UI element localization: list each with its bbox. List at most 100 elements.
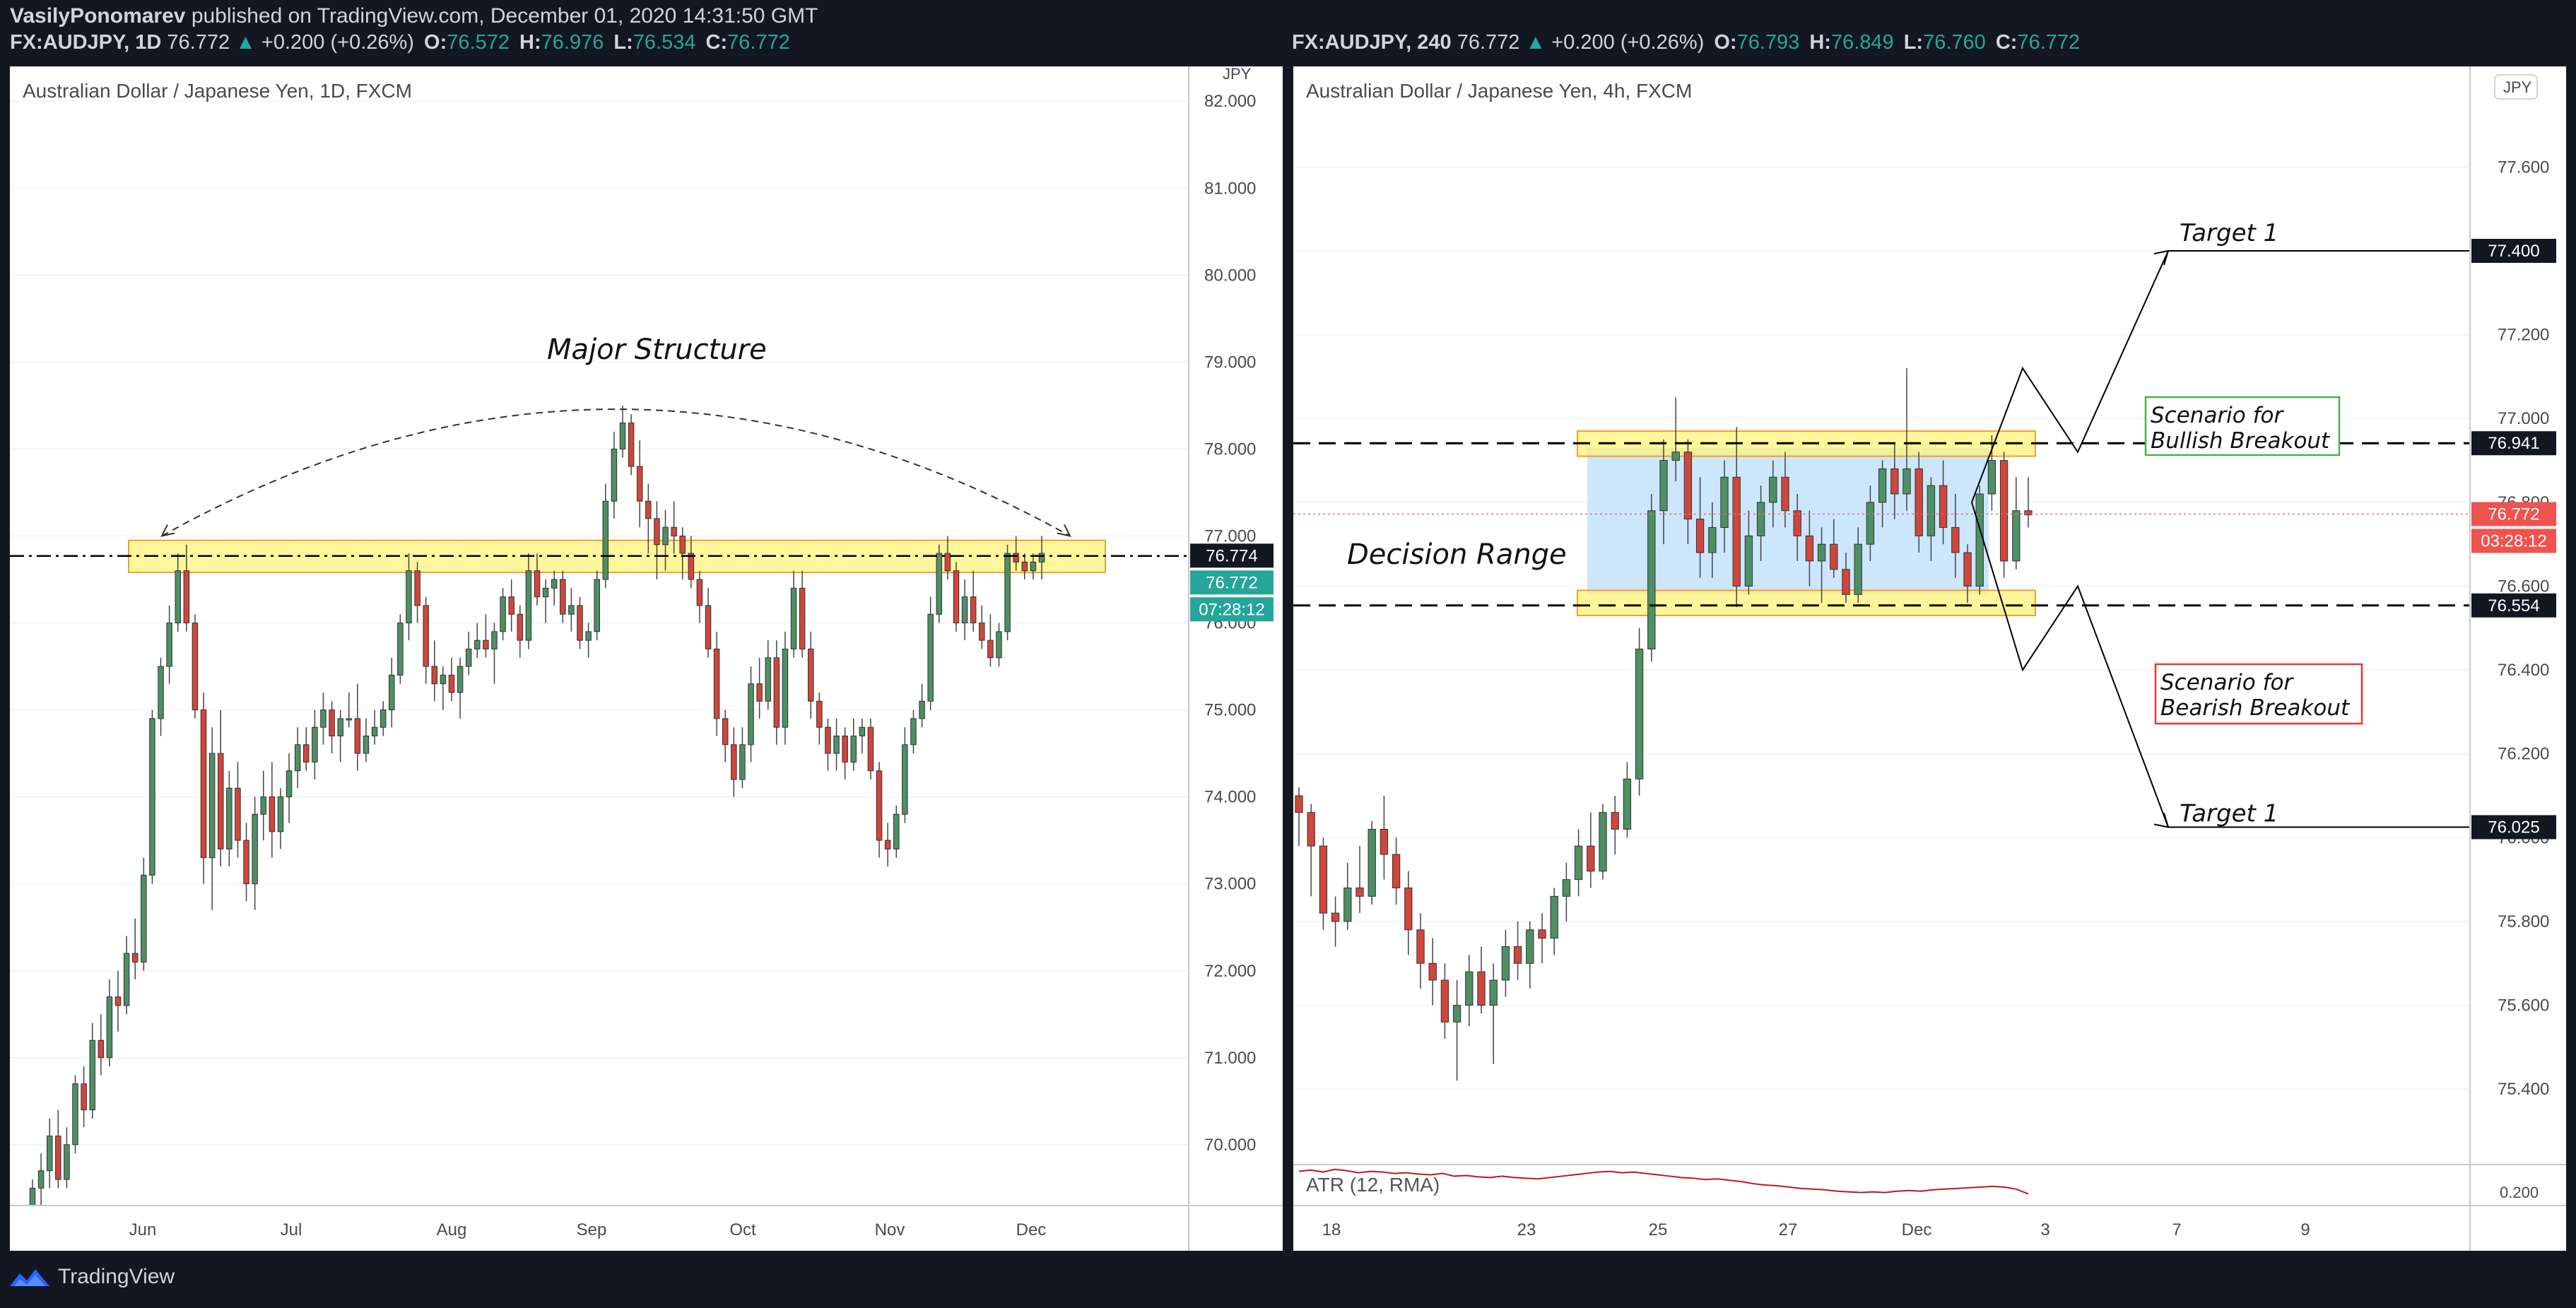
decision-range-label[interactable]: Decision Range [1347, 538, 1567, 571]
right-candle-body[interactable] [1842, 569, 1850, 595]
right-candle-body[interactable] [1671, 452, 1680, 461]
right-candle-body[interactable] [1830, 543, 1838, 570]
left-candle-body[interactable] [825, 726, 831, 754]
author-name[interactable]: VasilyPonomarev [10, 4, 186, 28]
right-candle-body[interactable] [1793, 510, 1801, 536]
left-candle-body[interactable] [64, 1144, 70, 1180]
right-candle-body[interactable] [1854, 543, 1862, 595]
left-candle-body[interactable] [842, 736, 848, 762]
left-candle-body[interactable] [320, 709, 327, 728]
right-candle-body[interactable] [1562, 879, 1571, 897]
right-candle-body[interactable] [1489, 979, 1498, 1006]
right-candle-body[interactable] [1963, 552, 1972, 587]
left-candle-body[interactable] [508, 596, 514, 615]
right-candle-body[interactable] [1805, 535, 1814, 562]
left-candle-body[interactable] [98, 1039, 105, 1059]
left-candle-body[interactable] [722, 718, 729, 746]
left-candle-body[interactable] [89, 1039, 95, 1111]
right-candle-body[interactable] [1878, 468, 1887, 503]
left-candle-body[interactable] [55, 1136, 61, 1180]
bullish-scenario-path[interactable] [1971, 250, 2169, 503]
left-candle-body[interactable] [739, 744, 746, 780]
target-up-label[interactable]: Target 1 [2180, 219, 2278, 247]
currency-button[interactable] [2494, 74, 2538, 100]
right-candle-body[interactable] [1538, 929, 1546, 939]
right-candle-body[interactable] [1915, 468, 1923, 536]
major-structure-label[interactable]: Major Structure [547, 334, 767, 366]
right-candle-body[interactable] [1659, 460, 1668, 512]
left-candle-body[interactable] [619, 423, 626, 449]
right-candle-body[interactable] [1683, 452, 1693, 520]
right-candle-body[interactable] [1392, 854, 1401, 889]
left-candle-body[interactable] [611, 448, 618, 502]
left-candle-body[interactable] [371, 726, 378, 737]
left-candle-body[interactable] [457, 666, 464, 693]
left-candle-body[interactable] [867, 726, 874, 772]
left-candle-body[interactable] [149, 718, 155, 876]
right-candle-body[interactable] [1744, 535, 1753, 587]
left-candle-body[interactable] [114, 996, 122, 1006]
right-candle-body[interactable] [1295, 795, 1303, 813]
left-candle-body[interactable] [294, 744, 301, 772]
right-candle-body[interactable] [1587, 845, 1595, 872]
left-candle-body[interactable] [688, 553, 695, 580]
right-candle-body[interactable] [1526, 929, 1534, 964]
left-candle-body[interactable] [175, 570, 181, 624]
target-down-label[interactable]: Target 1 [2180, 800, 2278, 828]
right-candle-body[interactable] [1428, 962, 1437, 981]
right-candle-body[interactable] [1635, 648, 1644, 779]
right-candle-body[interactable] [2012, 510, 2021, 562]
left-candle-body[interactable] [269, 796, 276, 832]
left-candle-body[interactable] [141, 874, 147, 962]
left-candle-body[interactable] [628, 423, 635, 467]
left-candle-body[interactable] [81, 1083, 87, 1111]
left-candle-body[interactable] [192, 623, 199, 711]
left-candle-body[interactable] [987, 640, 994, 659]
left-candle-body[interactable] [389, 674, 395, 711]
right-candle-body[interactable] [1465, 971, 1474, 1006]
right-candle-body[interactable] [1343, 888, 1352, 922]
right-candle-body[interactable] [1550, 895, 1558, 939]
left-candle-body[interactable] [919, 700, 925, 719]
left-candle-body[interactable] [936, 553, 943, 615]
right-candle-body[interactable] [1574, 845, 1583, 880]
bearish-scenario-box[interactable] [2154, 663, 2363, 725]
left-candle-body[interactable] [534, 570, 541, 598]
right-candle-body[interactable] [1513, 946, 1522, 964]
left-candle-body[interactable] [756, 683, 763, 702]
left-chart-svg[interactable]: Major Structure Australian Dollar / Japa… [10, 66, 1283, 1251]
right-candle-body[interactable] [1623, 778, 1632, 830]
right-candle-body[interactable] [1732, 476, 1741, 587]
left-candle-body[interactable] [312, 726, 318, 762]
right-candle-body[interactable] [1331, 912, 1340, 922]
right-candle-body[interactable] [1355, 888, 1364, 897]
left-candle-body[interactable] [671, 526, 677, 536]
left-candle-body[interactable] [260, 796, 266, 815]
left-candle-body[interactable] [645, 500, 652, 519]
tradingview-logo-icon[interactable] [8, 1265, 51, 1289]
left-candle-body[interactable] [286, 770, 293, 798]
left-candle-body[interactable] [252, 813, 258, 885]
left-candle-body[interactable] [594, 579, 600, 632]
left-candle-body[interactable] [397, 623, 404, 676]
right-candle-body[interactable] [1939, 485, 1948, 528]
left-candle-body[interactable] [893, 813, 900, 849]
left-candle-body[interactable] [208, 753, 216, 859]
left-candle-body[interactable] [850, 736, 857, 762]
left-candle-body[interactable] [72, 1083, 78, 1145]
left-candle-body[interactable] [542, 587, 549, 598]
right-symbol[interactable]: FX:AUDJPY, 240 [1292, 31, 1452, 54]
left-candle-body[interactable] [679, 535, 686, 554]
left-candle-body[interactable] [423, 605, 429, 667]
right-chart-panel[interactable]: Decision Range Target 1 Target 1 Scenari… [1293, 66, 2566, 1251]
left-candle-body[interactable] [560, 579, 566, 615]
left-candle-body[interactable] [953, 570, 960, 624]
major-structure-arc[interactable] [161, 408, 1071, 537]
left-candle-body[interactable] [448, 674, 455, 693]
right-candle-body[interactable] [1781, 476, 1789, 512]
left-candle-body[interactable] [517, 613, 524, 641]
left-candle-body[interactable] [465, 648, 472, 667]
left-candle-body[interactable] [500, 596, 506, 632]
right-candle-body[interactable] [2024, 510, 2033, 516]
footer-branding[interactable]: TradingView [8, 1265, 175, 1289]
